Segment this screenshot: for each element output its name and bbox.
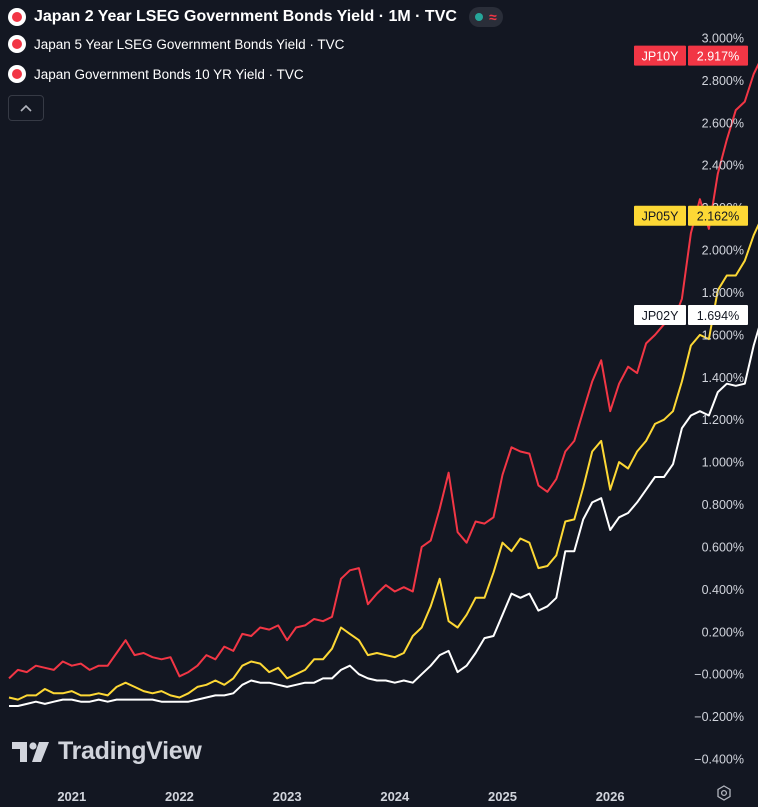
x-tick-label: 2026 [596, 789, 625, 804]
series-line-jp10y[interactable] [8, 56, 758, 680]
y-tick-label: −0.400% [694, 753, 744, 767]
symbol-tag: JP02Y [642, 309, 679, 323]
y-tick-label: 3.000% [702, 32, 744, 46]
y-tick-label: 1.400% [702, 371, 744, 385]
legend: Japan 2 Year LSEG Government Bonds Yield… [8, 6, 503, 92]
legend-row-jp05y[interactable]: Japan 5 Year LSEG Government Bonds Yield… [8, 32, 503, 56]
last-value-label-jp02y: JP02Y 1.694% [634, 304, 748, 325]
symbol-dot-icon [8, 65, 26, 83]
last-value-label-jp05y: JP05Y 2.162% [634, 205, 748, 226]
value-tag-bg [688, 205, 748, 226]
symbol-tag-bg [634, 304, 686, 325]
y-tick-label: 2.000% [702, 244, 744, 258]
tradingview-logo-icon [12, 741, 49, 762]
series-line-jp02y[interactable] [9, 315, 758, 707]
y-tick-label: 2.800% [702, 74, 744, 88]
tradingview-watermark: TradingView [12, 737, 202, 766]
value-tag-bg [688, 45, 748, 66]
x-axis[interactable]: 2021 2022 2023 2024 2025 2026 [57, 789, 624, 804]
y-tick-label: 2.600% [702, 116, 744, 130]
legend-row-jp02y[interactable]: Japan 2 Year LSEG Government Bonds Yield… [8, 6, 503, 28]
symbol-tag-bg [634, 205, 686, 226]
y-tick-label: 2.400% [702, 159, 744, 173]
symbol-tag-bg [634, 45, 686, 66]
market-status-badge[interactable]: ≈ [468, 7, 503, 27]
legend-title-jp02y: Japan 2 Year LSEG Government Bonds Yield… [34, 8, 457, 25]
y-tick-label: 1.800% [702, 286, 744, 300]
last-value-labels: JP10Y 2.917% JP05Y 2.162% JP02Y 1.694% [634, 45, 748, 325]
value-tag: 2.917% [697, 50, 739, 64]
market-open-dot-icon [474, 13, 483, 21]
y-tick-label: 0.600% [702, 540, 744, 554]
legend-title-jp10y: Japan Government Bonds 10 YR Yield · TVC [34, 66, 304, 82]
y-tick-label: 0.200% [702, 625, 744, 639]
last-value-label-jp10y: JP10Y 2.917% [634, 45, 748, 66]
y-tick-label: −0.000% [694, 668, 744, 682]
y-axis[interactable]: 3.000%2.800%2.600%2.400%2.200%2.000%1.80… [694, 32, 744, 767]
value-tag: 1.694% [697, 309, 739, 323]
y-tick-label: 0.800% [702, 498, 744, 512]
legend-row-jp10y[interactable]: Japan Government Bonds 10 YR Yield · TVC [8, 62, 503, 86]
y-tick-label: 1.000% [702, 456, 744, 470]
settings-gear-glyph [717, 785, 731, 801]
y-tick-label: −0.200% [694, 710, 744, 724]
symbol-dot-icon [8, 8, 26, 26]
series-layer [8, 56, 758, 707]
y-tick-label: 1.600% [702, 328, 744, 342]
symbol-dot-icon [8, 35, 26, 53]
y-tick-label: 0.400% [702, 583, 744, 597]
symbol-tag: JP10Y [642, 50, 679, 64]
series-line-jp05y[interactable] [8, 216, 758, 701]
y-tick-label: 1.200% [702, 413, 744, 427]
value-tag: 2.162% [697, 210, 739, 224]
symbol-tag: JP05Y [642, 210, 679, 224]
x-tick-label: 2021 [57, 789, 86, 804]
x-tick-label: 2025 [488, 789, 517, 804]
brand-name: TradingView [58, 737, 202, 765]
chevron-up-icon [20, 104, 32, 112]
x-tick-label: 2022 [165, 789, 194, 804]
x-tick-label: 2023 [273, 789, 302, 804]
collapse-legend-button[interactable] [8, 95, 44, 121]
value-tag-bg [688, 304, 748, 325]
legend-title-jp05y: Japan 5 Year LSEG Government Bonds Yield… [34, 36, 345, 52]
gear-icon[interactable] [715, 785, 733, 803]
delayed-data-wave-icon: ≈ [488, 9, 497, 25]
x-tick-label: 2024 [380, 789, 410, 804]
